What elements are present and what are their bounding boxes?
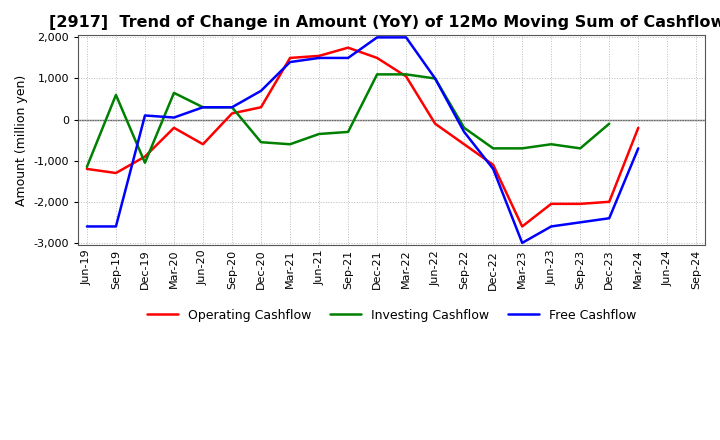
- Operating Cashflow: [315, 53, 323, 59]
- Line: Free Cashflow: Free Cashflow: [87, 37, 638, 243]
- Operating Cashflow: [343, 45, 352, 50]
- Investing Cashflow: [518, 146, 526, 151]
- Free Cashflow: [460, 129, 469, 135]
- Investing Cashflow: [315, 131, 323, 136]
- Line: Investing Cashflow: Investing Cashflow: [87, 74, 609, 167]
- Free Cashflow: [605, 216, 613, 221]
- Investing Cashflow: [257, 139, 266, 145]
- Investing Cashflow: [343, 129, 352, 135]
- Free Cashflow: [228, 105, 236, 110]
- Free Cashflow: [373, 35, 382, 40]
- Operating Cashflow: [576, 201, 585, 206]
- Operating Cashflow: [199, 142, 207, 147]
- Free Cashflow: [286, 59, 294, 65]
- Investing Cashflow: [373, 72, 382, 77]
- Free Cashflow: [112, 224, 120, 229]
- Operating Cashflow: [518, 224, 526, 229]
- Y-axis label: Amount (million yen): Amount (million yen): [15, 74, 28, 206]
- Operating Cashflow: [489, 162, 498, 168]
- Investing Cashflow: [112, 92, 120, 98]
- Free Cashflow: [547, 224, 556, 229]
- Operating Cashflow: [286, 55, 294, 61]
- Operating Cashflow: [228, 111, 236, 116]
- Operating Cashflow: [373, 55, 382, 61]
- Free Cashflow: [315, 55, 323, 61]
- Investing Cashflow: [431, 76, 439, 81]
- Free Cashflow: [343, 55, 352, 61]
- Free Cashflow: [199, 105, 207, 110]
- Line: Operating Cashflow: Operating Cashflow: [87, 48, 638, 227]
- Free Cashflow: [83, 224, 91, 229]
- Free Cashflow: [431, 76, 439, 81]
- Free Cashflow: [489, 166, 498, 172]
- Investing Cashflow: [199, 105, 207, 110]
- Free Cashflow: [257, 88, 266, 93]
- Investing Cashflow: [460, 125, 469, 130]
- Operating Cashflow: [547, 201, 556, 206]
- Investing Cashflow: [140, 160, 149, 165]
- Investing Cashflow: [402, 72, 410, 77]
- Free Cashflow: [170, 115, 179, 120]
- Operating Cashflow: [460, 142, 469, 147]
- Free Cashflow: [518, 240, 526, 246]
- Investing Cashflow: [170, 90, 179, 95]
- Investing Cashflow: [286, 142, 294, 147]
- Free Cashflow: [576, 220, 585, 225]
- Operating Cashflow: [83, 166, 91, 172]
- Investing Cashflow: [83, 164, 91, 169]
- Free Cashflow: [140, 113, 149, 118]
- Investing Cashflow: [547, 142, 556, 147]
- Operating Cashflow: [112, 170, 120, 176]
- Operating Cashflow: [634, 125, 642, 130]
- Investing Cashflow: [605, 121, 613, 126]
- Operating Cashflow: [402, 74, 410, 79]
- Operating Cashflow: [605, 199, 613, 205]
- Operating Cashflow: [431, 121, 439, 126]
- Investing Cashflow: [489, 146, 498, 151]
- Investing Cashflow: [228, 105, 236, 110]
- Operating Cashflow: [257, 105, 266, 110]
- Operating Cashflow: [140, 154, 149, 159]
- Operating Cashflow: [170, 125, 179, 130]
- Legend: Operating Cashflow, Investing Cashflow, Free Cashflow: Operating Cashflow, Investing Cashflow, …: [142, 304, 642, 327]
- Free Cashflow: [634, 146, 642, 151]
- Title: [2917]  Trend of Change in Amount (YoY) of 12Mo Moving Sum of Cashflows: [2917] Trend of Change in Amount (YoY) o…: [49, 15, 720, 30]
- Free Cashflow: [402, 35, 410, 40]
- Investing Cashflow: [576, 146, 585, 151]
